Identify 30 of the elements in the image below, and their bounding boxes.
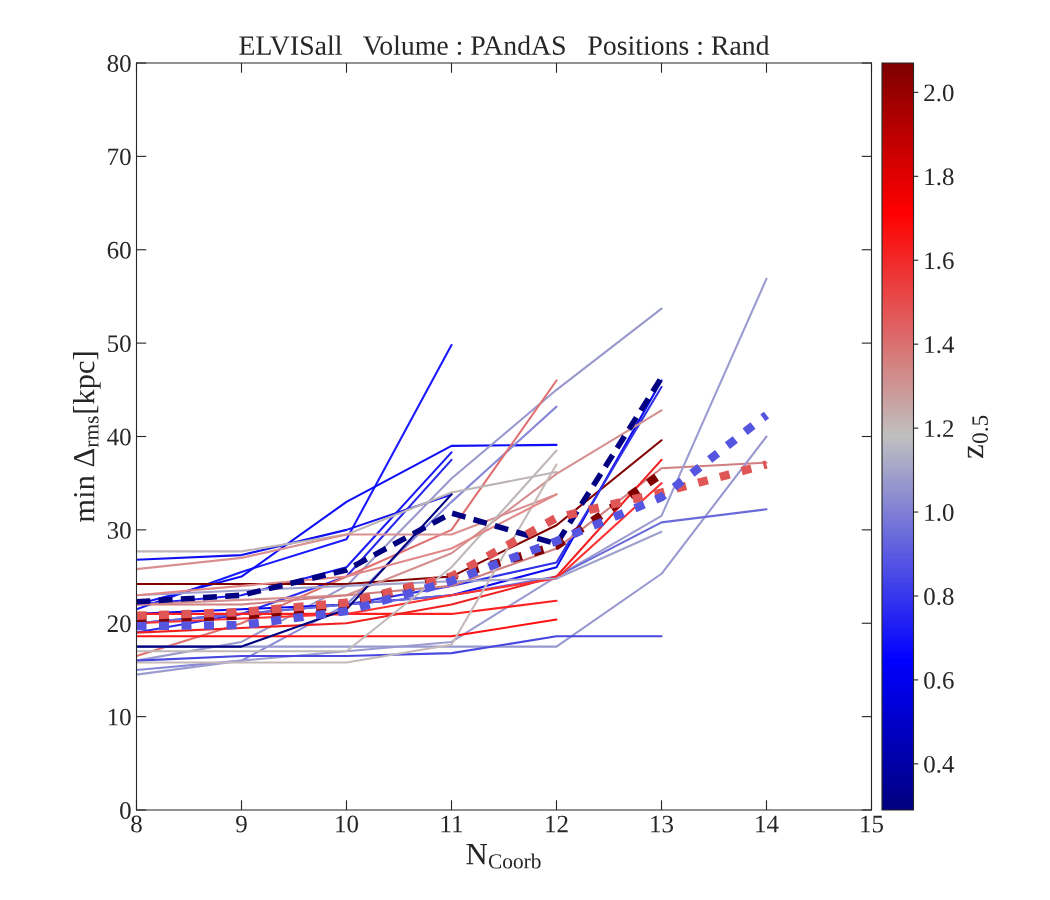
y-tick-label: 80 <box>107 55 131 72</box>
x-tick-label: 13 <box>651 815 674 833</box>
color-bar-label: 0.8 <box>924 588 954 605</box>
y-tick-label: 70 <box>108 148 131 166</box>
x-tick-label: 12 <box>546 815 568 833</box>
x-tick-label: 11 <box>441 815 463 833</box>
color-bar-label: 1.4 <box>925 336 955 354</box>
x-tick-label: 8 <box>131 815 142 833</box>
x-tick-label: 10 <box>336 815 359 833</box>
color-bar-label: 1.6 <box>925 252 954 270</box>
y-tick-label: 0 <box>120 802 131 819</box>
y-axis-title: min Δ$_{rms}$[kpc] <box>72 352 101 523</box>
color-bar-label: 1.0 <box>925 504 954 522</box>
x-tick-label: 15 <box>861 815 884 833</box>
color-bar-label: 0.4 <box>924 755 955 773</box>
x-tick-label: 14 <box>756 815 779 833</box>
color-bar-label: 1.8 <box>925 168 954 186</box>
color-bar-label: 2.0 <box>924 84 954 102</box>
color-bar-label: 1.2 <box>925 420 954 438</box>
chart-title: ELVISall Volume : PAndAS Positions : Rand <box>239 35 770 56</box>
y-tick-label: 10 <box>108 708 131 726</box>
y-tick-label: 60 <box>107 241 131 259</box>
x-tick-label: 9 <box>236 815 247 833</box>
y-tick-label: 50 <box>108 335 131 353</box>
y-tick-label: 40 <box>107 428 131 446</box>
color-bar-title: z$_{0.5}$ <box>967 415 989 459</box>
y-tick-label: 20 <box>107 615 131 633</box>
y-tick-label: 30 <box>107 521 131 539</box>
color-bar-label: 0.6 <box>924 671 954 689</box>
x-axis-title: N$_{Coorb}$ <box>466 844 541 869</box>
